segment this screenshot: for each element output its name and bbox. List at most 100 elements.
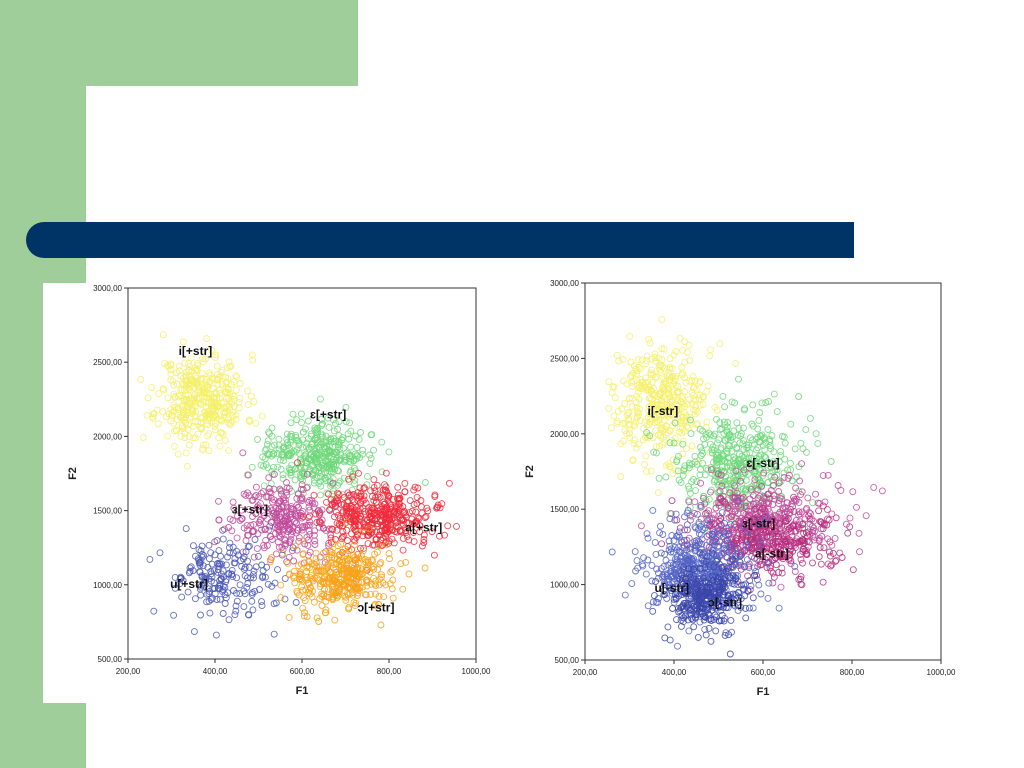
data-point — [658, 540, 666, 548]
data-point — [189, 434, 197, 442]
data-point — [721, 403, 729, 411]
data-point — [320, 443, 328, 451]
data-point — [660, 345, 668, 353]
data-point — [216, 595, 224, 603]
data-point — [207, 549, 215, 557]
data-point — [709, 537, 717, 545]
data-point — [819, 502, 827, 510]
data-point — [237, 557, 245, 565]
data-point — [726, 598, 734, 606]
data-point — [221, 414, 229, 422]
data-point — [184, 409, 192, 417]
data-point — [727, 616, 735, 624]
data-point — [279, 475, 287, 483]
data-point — [343, 577, 351, 585]
data-point — [359, 446, 367, 454]
data-point — [764, 514, 771, 522]
data-point — [390, 510, 398, 518]
data-point — [215, 497, 222, 505]
data-point — [710, 528, 718, 536]
data-point — [179, 425, 187, 432]
data-point — [772, 561, 780, 569]
data-point — [756, 492, 764, 500]
data-point — [311, 541, 319, 548]
data-point — [661, 591, 669, 599]
data-point — [279, 549, 286, 557]
data-point — [247, 392, 255, 400]
data-point — [731, 508, 739, 516]
data-point — [736, 477, 744, 485]
data-point — [828, 510, 836, 518]
data-point — [681, 462, 689, 470]
data-point — [203, 394, 211, 402]
data-point — [187, 395, 195, 403]
data-point — [621, 400, 629, 407]
data-point — [222, 594, 230, 602]
data-point — [305, 586, 313, 594]
cluster-label: ɔ[+str] — [357, 601, 394, 615]
data-point — [329, 526, 337, 533]
data-point — [292, 431, 300, 439]
data-point — [258, 561, 266, 569]
data-point — [707, 346, 714, 354]
data-point — [264, 580, 272, 588]
series-points — [649, 549, 759, 658]
data-point — [399, 585, 407, 593]
data-point — [713, 557, 720, 565]
data-point — [214, 566, 222, 574]
data-point — [791, 568, 799, 575]
data-point — [399, 546, 407, 554]
data-point — [374, 565, 382, 573]
data-point — [817, 560, 825, 568]
data-point — [732, 552, 739, 560]
data-point — [756, 526, 764, 534]
data-point — [334, 489, 342, 497]
data-point — [673, 456, 681, 464]
data-point — [299, 486, 307, 494]
data-point — [273, 450, 281, 458]
data-point — [657, 433, 665, 441]
data-point — [663, 396, 671, 404]
data-point — [661, 416, 668, 424]
data-point — [775, 458, 783, 466]
data-point — [754, 425, 762, 433]
data-point — [244, 387, 251, 395]
data-point — [685, 341, 693, 349]
data-point — [658, 316, 666, 324]
data-point — [399, 520, 407, 528]
data-point — [291, 448, 299, 456]
data-point — [357, 429, 364, 436]
data-point — [372, 582, 380, 590]
data-point — [688, 400, 696, 408]
data-point — [408, 507, 416, 515]
data-point — [617, 473, 625, 480]
data-point — [804, 494, 812, 502]
data-point — [257, 489, 265, 497]
data-point — [752, 472, 760, 480]
y-tick-label: 1500,00 — [550, 505, 579, 514]
data-point — [769, 520, 777, 528]
data-point — [686, 357, 694, 364]
data-point — [806, 414, 814, 422]
data-point — [249, 571, 257, 579]
data-point — [190, 394, 198, 402]
data-point — [251, 536, 259, 543]
cluster-label: i[+str] — [179, 344, 213, 358]
data-point — [216, 582, 224, 590]
data-point — [702, 510, 709, 518]
data-point — [717, 494, 725, 502]
data-point — [353, 574, 361, 582]
data-point — [240, 490, 248, 498]
data-point — [299, 428, 307, 436]
data-point — [385, 527, 393, 535]
data-point — [298, 583, 306, 591]
data-point — [749, 604, 757, 612]
data-point — [359, 450, 366, 458]
data-point — [327, 538, 335, 546]
data-point — [394, 483, 402, 491]
data-point — [715, 436, 723, 444]
data-point — [633, 557, 641, 565]
data-point — [319, 549, 327, 557]
data-point — [294, 459, 301, 467]
data-point — [240, 553, 248, 561]
